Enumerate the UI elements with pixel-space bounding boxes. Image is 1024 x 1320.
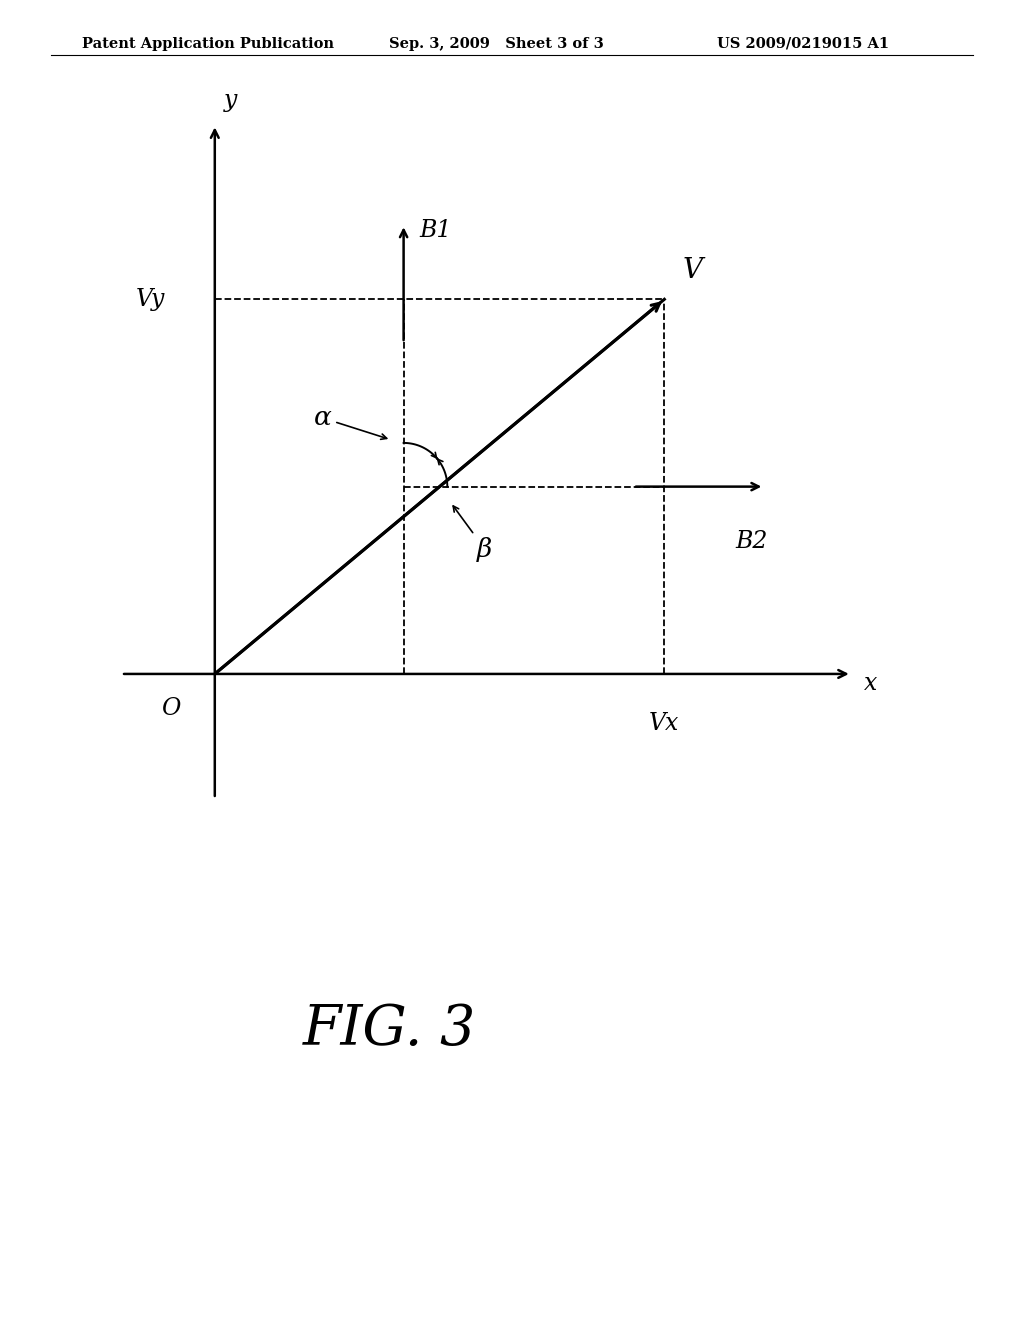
Text: Vy: Vy [135, 288, 165, 310]
Text: O: O [162, 697, 181, 719]
Text: α: α [313, 405, 387, 440]
Text: FIG. 3: FIG. 3 [302, 1002, 476, 1057]
Text: B1: B1 [419, 219, 452, 242]
Text: Patent Application Publication: Patent Application Publication [82, 37, 334, 51]
Text: Sep. 3, 2009   Sheet 3 of 3: Sep. 3, 2009 Sheet 3 of 3 [389, 37, 604, 51]
Text: Vx: Vx [649, 713, 680, 735]
Text: x: x [864, 672, 878, 694]
Text: B2: B2 [735, 531, 768, 553]
Text: V: V [683, 256, 703, 284]
Text: β: β [454, 506, 493, 561]
Text: y: y [224, 88, 238, 112]
Text: US 2009/0219015 A1: US 2009/0219015 A1 [717, 37, 889, 51]
